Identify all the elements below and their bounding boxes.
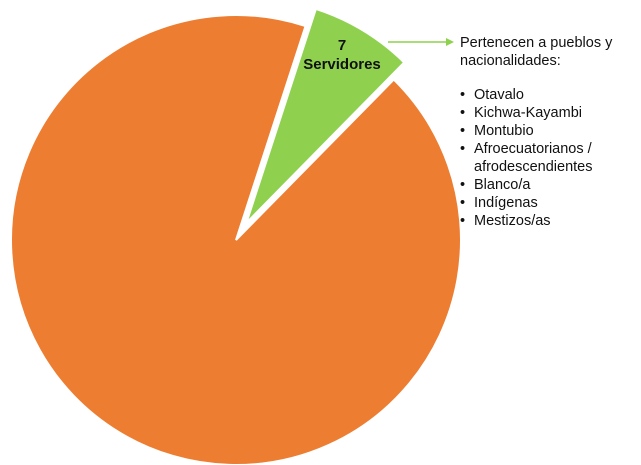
annotation-item: Mestizos/as bbox=[460, 212, 641, 230]
pie-slice-servidores bbox=[245, 7, 406, 224]
slice-label-count: 7 bbox=[338, 37, 346, 54]
callout-arrow-head-icon bbox=[446, 38, 454, 46]
annotation-item: Otavalo bbox=[460, 86, 641, 104]
slice-label-text: Servidores bbox=[303, 56, 381, 73]
annotation-item: Kichwa-Kayambi bbox=[460, 104, 641, 122]
annotation-heading: Pertenecen a pueblos y nacionalidades: bbox=[460, 35, 613, 69]
pie-slice-other bbox=[9, 14, 462, 465]
annotation-item: Indígenas bbox=[460, 194, 641, 212]
annotation-item: Afroecuatorianos / afrodescendientes bbox=[460, 140, 641, 176]
annotation-list: Otavalo Kichwa-Kayambi Montubio Afroecua… bbox=[460, 86, 641, 230]
annotation-item: Montubio bbox=[460, 122, 641, 140]
annotation-box: Pertenecen a pueblos y nacionalidades: O… bbox=[460, 34, 641, 230]
annotation-item: Blanco/a bbox=[460, 176, 641, 194]
